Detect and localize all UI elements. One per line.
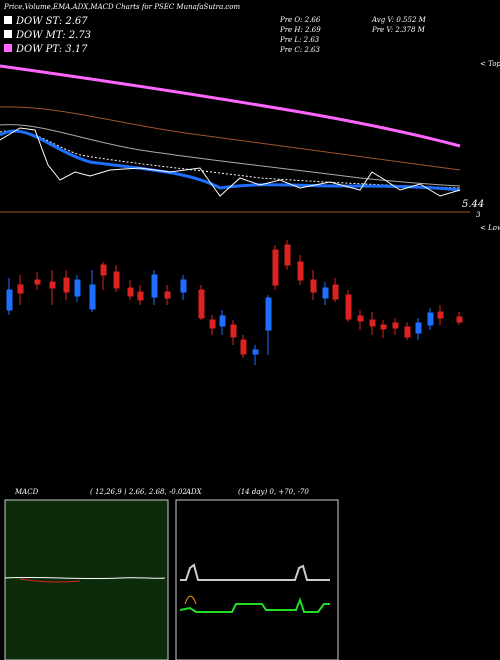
signal-line: [19, 578, 81, 583]
legend-swatch: [4, 44, 12, 52]
ema-line: [0, 124, 461, 187]
macd-line: [4, 576, 166, 580]
info: Pre O: 2.66: [279, 16, 321, 24]
tops-label: < Tops: [480, 60, 500, 68]
price-line: [0, 127, 461, 197]
macd-title: MACD: [14, 488, 39, 496]
info: Pre V: 2.378 M: [371, 26, 426, 34]
info: Avg V: 0.552 M: [371, 16, 427, 24]
legend-swatch: [4, 16, 12, 24]
di-minus-line: [184, 595, 197, 605]
legend-label: DOW MT: 2.73: [15, 30, 91, 41]
ema-line: [0, 106, 461, 171]
di-plus-line: [179, 597, 330, 613]
candles: [6, 240, 463, 365]
legend-swatch: [4, 30, 12, 38]
lows-label: < Lows: [480, 224, 500, 232]
adx-params: (14 day) 0, +70, -70: [238, 488, 309, 496]
ema-line: [0, 129, 461, 192]
adx-title: ADX: [185, 488, 203, 496]
macd-params: ( 12,26,9 ) 2.66, 2.68, -0.02: [90, 488, 187, 496]
price-label: 3: [476, 211, 481, 219]
info: Pre H: 2.69: [279, 26, 321, 34]
legend-label: DOW ST: 2.67: [15, 16, 88, 27]
title: Price,Volume,EMA,ADX,MACD Charts for PSE…: [3, 3, 241, 11]
info: Pre L: 2.63: [279, 36, 320, 44]
adx-line: [180, 563, 330, 581]
legend-label: DOW PT: 3.17: [15, 44, 88, 55]
price-label: 5.44: [462, 199, 484, 210]
info: Pre C: 2.63: [279, 46, 320, 54]
ema-line: [0, 64, 461, 148]
macd-panel: [4, 499, 169, 660]
